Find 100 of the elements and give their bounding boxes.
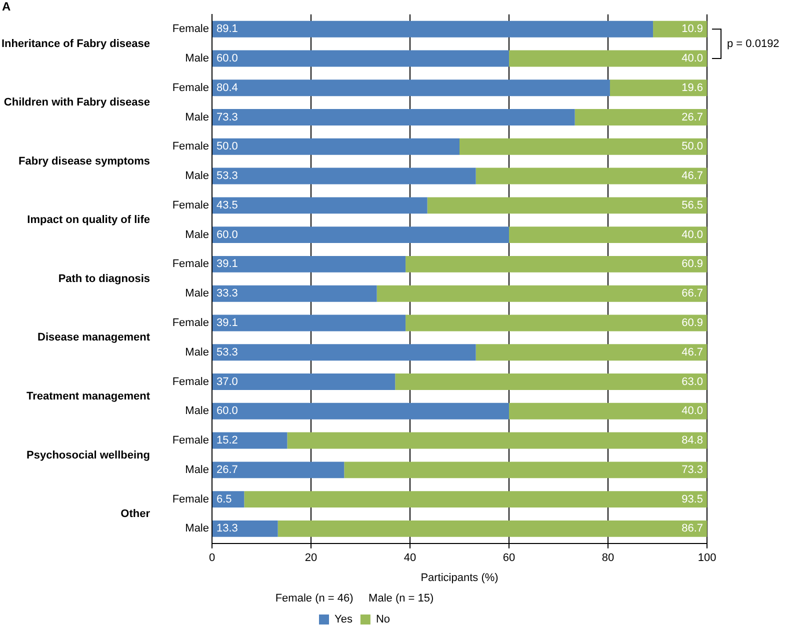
data-label: 40.0 [682, 52, 703, 65]
text: Psychosocial wellbeing [26, 449, 150, 462]
data-label: 50.0 [216, 140, 238, 153]
text: Treatment management [26, 390, 150, 402]
bar [212, 374, 396, 390]
text: Disease management [38, 332, 150, 344]
text: Female (n = 46) Male (n = 15) [275, 592, 434, 604]
data-label: 39.1 [216, 258, 238, 270]
y-tick-label: Male [185, 522, 209, 535]
bar [509, 50, 707, 67]
y-tick-label: Female [172, 140, 209, 153]
text: A [2, 0, 11, 14]
bar [460, 138, 707, 155]
bar [476, 344, 707, 361]
text: Path to diagnosis [58, 272, 150, 285]
bar [212, 402, 509, 420]
bar [212, 226, 509, 244]
data-label: 40.0 [682, 405, 703, 418]
bar [476, 168, 707, 184]
y-tick-label: Male [185, 111, 209, 124]
x-tick-label: 20 [304, 552, 318, 564]
bar [212, 520, 278, 537]
y-tick-label: Male [185, 52, 209, 65]
bar [212, 50, 509, 67]
data-label: 63.0 [682, 376, 703, 388]
y-tick-label: Female [172, 23, 209, 36]
bar [212, 344, 476, 361]
y-tick-label: Female [172, 317, 209, 330]
bar [610, 80, 707, 96]
data-label: 53.3 [216, 170, 238, 182]
data-label: 6.5 [216, 493, 232, 506]
data-label: 84.8 [682, 434, 703, 447]
data-label: 60.9 [682, 317, 703, 330]
data-label: 37.0 [216, 376, 238, 388]
text: Inheritance of Fabry disease [1, 38, 150, 50]
data-label: 13.3 [216, 522, 238, 535]
data-label: 46.7 [682, 346, 703, 358]
bar [406, 256, 707, 272]
bar [376, 285, 707, 302]
bar [344, 462, 707, 478]
data-label: 15.2 [216, 434, 238, 447]
data-label: 26.7 [682, 111, 703, 124]
data-label: 60.0 [216, 405, 238, 418]
bar [212, 314, 406, 332]
bar [212, 80, 610, 96]
data-label: 43.5 [216, 199, 238, 212]
y-tick-label: Female [172, 493, 209, 506]
data-label: 26.7 [216, 464, 238, 476]
x-axis-title: Participants (%) [420, 572, 498, 584]
bar [244, 491, 707, 508]
data-label: 89.1 [216, 23, 238, 36]
x-tick-label: 40 [404, 552, 416, 564]
text: p = 0.0192 [727, 38, 780, 50]
data-label: 56.5 [682, 199, 703, 212]
data-label: 40.0 [682, 228, 703, 241]
y-tick-label: Male [185, 288, 209, 300]
y-tick-label: Male [185, 346, 209, 358]
y-tick-label: Male [185, 228, 209, 241]
x-tick-label: 60 [502, 552, 516, 564]
data-label: 50.0 [682, 140, 703, 153]
data-label: 60.0 [216, 228, 238, 241]
bar [287, 432, 707, 449]
x-tick-label: 0 [208, 552, 216, 564]
bar [212, 462, 344, 478]
data-label: 60.0 [216, 52, 238, 65]
data-label: 73.3 [682, 464, 703, 476]
bar [212, 432, 288, 449]
bar [509, 226, 707, 244]
data-label: 19.6 [682, 82, 703, 94]
bar [212, 20, 654, 38]
text: Children with Fabry disease [4, 96, 150, 109]
text: Other [120, 508, 151, 520]
y-tick-label: Male [185, 464, 209, 476]
data-label: 33.3 [216, 288, 238, 300]
bar [212, 256, 406, 272]
bar [653, 20, 707, 38]
bar [574, 109, 707, 126]
legend-label: Yes [334, 614, 353, 626]
bar [427, 197, 707, 214]
y-tick-label: Female [172, 376, 209, 388]
data-label: 93.5 [682, 493, 703, 506]
bar [278, 520, 707, 537]
legend-label: No [376, 614, 390, 626]
data-label: 10.9 [682, 23, 703, 36]
y-tick-label: Female [172, 82, 209, 94]
bar [509, 402, 707, 420]
x-tick-label: 80 [602, 552, 614, 564]
data-label: 46.7 [682, 170, 703, 182]
y-tick-label: Female [172, 258, 209, 270]
y-tick-label: Female [172, 199, 209, 212]
bar [212, 285, 377, 302]
bar [406, 314, 707, 332]
y-tick-label: Male [185, 405, 209, 418]
data-label: 66.7 [682, 288, 703, 300]
data-label: 73.3 [216, 111, 238, 124]
data-label: 39.1 [216, 317, 238, 330]
bar [395, 374, 707, 390]
bar [212, 197, 428, 214]
data-label: 86.7 [682, 522, 703, 535]
data-label: 60.9 [682, 258, 703, 270]
